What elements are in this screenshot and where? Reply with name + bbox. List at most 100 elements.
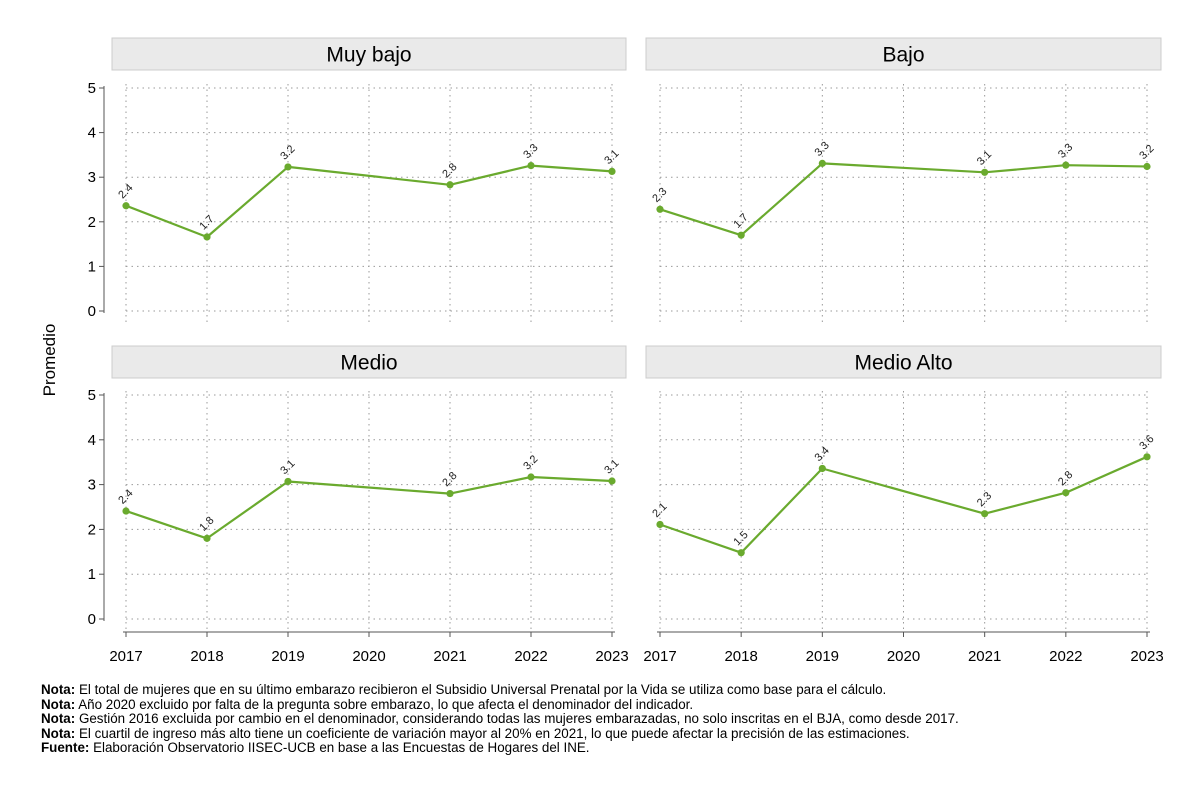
note-line: Nota: El cuartil de ingreso más alto tie… <box>41 725 1191 742</box>
data-label: 2.1 <box>650 501 669 520</box>
x-tick-label: 2021 <box>968 648 1001 665</box>
data-point <box>446 181 454 189</box>
x-tick-label: 2021 <box>433 648 466 665</box>
data-point <box>737 231 745 239</box>
x-tick-label: 2022 <box>1049 648 1082 665</box>
data-label: 3.1 <box>602 457 621 476</box>
source-line: Fuente: Elaboración Observatorio IISEC-U… <box>41 741 1191 756</box>
data-point <box>122 507 130 515</box>
data-point <box>981 510 989 518</box>
data-point <box>656 205 664 213</box>
note-label: Nota: <box>41 682 76 697</box>
x-tick-label: 2017 <box>643 648 676 665</box>
note-line: Nota: Año 2020 excluido por falta de la … <box>41 696 1191 713</box>
data-label: 3.3 <box>521 142 540 161</box>
x-tick-label: 2019 <box>806 648 839 665</box>
data-point <box>122 202 130 210</box>
data-point <box>981 168 989 176</box>
note-label: Nota: <box>41 725 76 741</box>
x-tick-label: 2018 <box>190 648 223 665</box>
y-tick-label: 5 <box>88 80 96 97</box>
data-point <box>284 477 292 486</box>
y-tick-label: 4 <box>88 432 96 449</box>
data-label: 3.2 <box>1137 143 1156 162</box>
note-line: Nota: El total de mujeres que en su últi… <box>41 682 1191 698</box>
x-tick-label: 2020 <box>352 648 385 665</box>
data-point <box>1143 453 1151 461</box>
note-text: El cuartil de ingreso más alto tiene un … <box>75 725 910 741</box>
data-point <box>1062 161 1070 169</box>
source-text: Elaboración Observatorio IISEC-UCB en ba… <box>89 740 590 756</box>
x-tick-label: 2020 <box>887 648 920 665</box>
y-tick-label: 2 <box>88 521 96 538</box>
note-text: Año 2020 excluido por falta de la pregun… <box>75 696 694 712</box>
data-label: 1.8 <box>197 515 216 534</box>
data-label: 3.1 <box>975 149 994 168</box>
y-axis-label: Promedio <box>40 324 59 397</box>
chart-svg: Muy bajo 0 1 2 3 4 5 2.4 1.7 3.2 2.8 3.3 3.1 Bajo 2.3 1… <box>40 37 1164 665</box>
y-tick-label: 0 <box>88 303 96 320</box>
x-tick-label: 2018 <box>724 648 757 665</box>
data-point <box>737 549 745 557</box>
y-tick-label: 4 <box>88 125 96 142</box>
data-label: 3.4 <box>813 445 832 464</box>
data-label: 2.8 <box>1056 469 1075 488</box>
data-label: 3.3 <box>1056 141 1075 160</box>
faceted-line-chart: Muy bajo 0 1 2 3 4 5 2.4 1.7 3.2 2.8 3.3 3.1 Bajo 2.3 1… <box>40 37 1164 665</box>
note-line: Nota: Gestión 2016 excluida por cambio e… <box>41 711 1191 727</box>
series-line <box>659 162 1148 237</box>
data-point <box>656 520 664 529</box>
chart-notes: Nota: El total de mujeres que en su últi… <box>41 682 1191 756</box>
data-label: 2.3 <box>975 490 994 509</box>
data-point <box>818 159 826 167</box>
data-label: 2.8 <box>440 470 459 489</box>
y-tick-label: 2 <box>88 214 96 231</box>
series-line <box>659 455 1148 554</box>
data-label: 3.6 <box>1137 433 1156 452</box>
data-label: 2.4 <box>116 182 135 201</box>
data-label: 3.1 <box>278 458 297 477</box>
series-line <box>125 164 613 239</box>
note-label: Nota: <box>41 696 76 712</box>
source-label: Fuente: <box>41 740 90 756</box>
facet-strip <box>645 37 1162 71</box>
data-point <box>1062 489 1070 497</box>
x-tick-label: 2023 <box>1130 648 1163 665</box>
facet-strip <box>111 345 627 379</box>
x-tick-label: 2019 <box>271 648 304 665</box>
data-point <box>446 489 454 498</box>
data-point <box>527 473 535 481</box>
note-text: Gestión 2016 excluida por cambio en el d… <box>75 711 959 727</box>
facet-strip <box>111 37 627 71</box>
data-label: 3.2 <box>521 453 540 472</box>
facet-panel: Medio 0 1 2 3 4 5 2017 2018 2019 2020 2021 2022 2023 2… <box>88 345 629 665</box>
data-point <box>527 162 535 170</box>
note-text: El total de mujeres que en su último emb… <box>75 682 887 697</box>
data-label: 3.1 <box>602 148 621 167</box>
data-label: 2.3 <box>650 186 669 205</box>
data-label: 3.3 <box>813 140 832 159</box>
y-tick-label: 3 <box>88 477 96 494</box>
facet-panel: Medio Alto 2017 2018 2019 2020 2021 2022 2023 2.… <box>643 345 1164 665</box>
y-tick-label: 1 <box>88 566 96 583</box>
facet-title: Muy bajo <box>326 44 411 67</box>
y-tick-label: 5 <box>88 387 96 404</box>
y-tick-label: 3 <box>88 169 96 186</box>
data-label: 2.4 <box>116 487 135 506</box>
y-tick-label: 0 <box>88 611 96 628</box>
data-label: 1.7 <box>731 211 750 230</box>
data-point <box>203 233 211 241</box>
facet-panel: Bajo 2.3 1.7 3.3 3.1 3.3 3.2 <box>645 37 1162 325</box>
y-tick-label: 1 <box>88 258 96 275</box>
data-point <box>1143 162 1151 171</box>
facet-title: Medio <box>340 352 397 375</box>
facet-title: Medio Alto <box>854 352 952 375</box>
data-point <box>608 167 616 176</box>
data-label: 1.7 <box>197 213 216 232</box>
data-point <box>284 163 292 171</box>
data-point <box>608 477 616 485</box>
series-line <box>125 475 613 540</box>
x-tick-label: 2017 <box>109 648 142 665</box>
x-tick-label: 2022 <box>514 648 547 665</box>
